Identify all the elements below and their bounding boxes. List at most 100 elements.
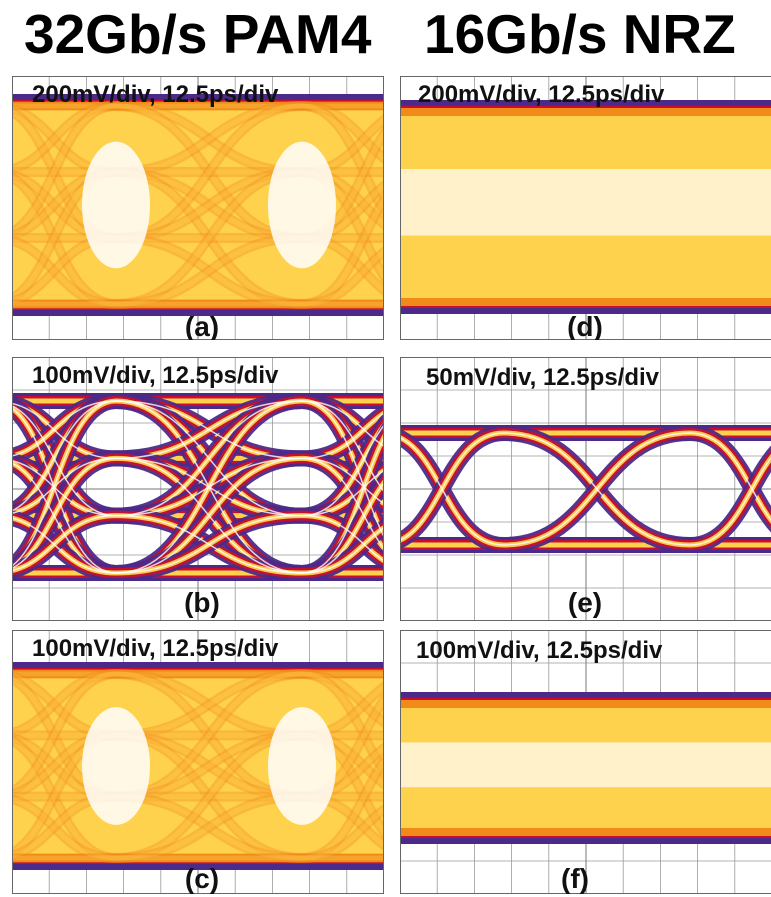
eye-trace <box>301 671 384 726</box>
eye-trace <box>301 753 384 863</box>
eye-rail <box>12 310 384 316</box>
eye-diagram-c: 100mV/div, 12.5ps/div (c) <box>12 630 384 894</box>
eye-trace <box>301 103 384 162</box>
eye-trace <box>115 669 303 741</box>
panel-scale-caption: 100mV/div, 12.5ps/div <box>32 362 279 389</box>
scope-frame <box>400 76 771 340</box>
eye-trace <box>115 235 303 307</box>
eye-diagram-d: 200mV/div, 12.5ps/div (d) <box>400 76 771 340</box>
scope-frame <box>12 76 384 340</box>
eye-trace <box>115 167 303 243</box>
eye-trace <box>115 101 303 243</box>
eye-trace <box>301 101 384 219</box>
eye-trace <box>115 103 303 241</box>
eye-traces <box>400 692 771 844</box>
eye-trace-core <box>115 400 303 574</box>
eye-trace <box>115 169 303 241</box>
eye-trace <box>301 103 384 215</box>
eye-trace-core <box>12 400 117 567</box>
eye-trace <box>115 671 303 800</box>
eye-rail <box>400 308 771 314</box>
eye-diagram-e: 50mV/div, 12.5ps/div (e) <box>400 357 771 621</box>
panel-label: (f) <box>561 863 589 894</box>
scope-grid <box>400 357 771 621</box>
eye-trace <box>115 233 303 309</box>
eye-trace <box>115 169 303 307</box>
eye-trace-core <box>689 456 771 546</box>
eye-crossing-hotspot <box>82 707 150 825</box>
eye-hot-core <box>400 169 771 236</box>
eye-trace <box>115 669 303 741</box>
scope-frame <box>12 357 384 621</box>
scope-frame <box>400 357 771 621</box>
eye-trace <box>115 167 303 309</box>
eye-rail <box>400 692 771 698</box>
eye-trace-core <box>301 435 384 574</box>
eye-trace <box>115 169 303 307</box>
eye-trace <box>12 235 117 309</box>
panel-label: (a) <box>185 311 219 340</box>
eye-traces <box>12 662 384 870</box>
eye-trace <box>301 757 384 861</box>
eye-trace <box>301 248 384 307</box>
eye-traces <box>400 100 771 314</box>
eye-crossing-hotspot <box>268 141 336 269</box>
eye-trace <box>115 669 303 802</box>
eye-trace <box>12 103 117 172</box>
eye-trace <box>115 671 303 800</box>
panel-label: (e) <box>568 587 602 618</box>
eye-diagram-a: 200mV/div, 12.5ps/div (a) <box>12 76 384 340</box>
eye-trace <box>115 235 303 307</box>
eye-rail <box>12 662 384 668</box>
eye-trace-core <box>115 514 303 574</box>
eye-trace-core <box>301 481 384 574</box>
scope-frame <box>400 630 771 894</box>
eye-trace <box>115 103 303 241</box>
eye-trace <box>301 806 384 861</box>
eye-trace <box>115 167 303 309</box>
eye-trace <box>12 671 117 736</box>
eye-trace-core <box>301 526 384 574</box>
eye-traces <box>400 425 771 553</box>
eye-traces <box>12 393 384 581</box>
scope-frame <box>12 630 384 894</box>
eye-trace <box>301 669 384 729</box>
eye-trace <box>115 730 303 802</box>
eye-trace-core <box>115 457 303 574</box>
eye-trace <box>115 169 303 241</box>
panel-label: (d) <box>567 311 603 340</box>
eye-trace <box>301 803 384 863</box>
eye-trace <box>115 730 303 863</box>
title-nrz: 16Gb/s NRZ <box>424 3 736 65</box>
panel-label: (c) <box>185 863 219 894</box>
eye-trace <box>12 238 117 307</box>
eye-trace <box>115 732 303 861</box>
eye-trace <box>115 671 303 738</box>
eye-trace-core <box>12 400 117 457</box>
eye-trace <box>12 794 117 863</box>
eye-rail <box>12 94 384 100</box>
eye-traces <box>12 94 384 316</box>
eye-trace <box>115 101 303 177</box>
eye-rail <box>400 100 771 106</box>
eye-trace <box>301 101 384 165</box>
eye-trace-core <box>503 432 691 546</box>
eye-trace <box>115 730 303 863</box>
eye-trace-core <box>301 424 384 517</box>
eye-trace-core <box>115 400 303 460</box>
panel-scale-caption: 100mV/div, 12.5ps/div <box>32 635 279 662</box>
eye-trace <box>301 195 384 307</box>
eye-trace-core <box>301 412 384 460</box>
eye-trace <box>115 732 303 861</box>
eye-trace <box>301 245 384 309</box>
panel-scale-caption: 200mV/div, 12.5ps/div <box>418 81 665 108</box>
eye-trace <box>115 101 303 177</box>
eye-trace-core <box>115 400 303 517</box>
eye-trace <box>115 732 303 800</box>
eye-trace <box>12 101 117 175</box>
eye-trace <box>115 671 303 738</box>
eye-trace <box>12 796 117 861</box>
panel-scale-caption: 100mV/div, 12.5ps/div <box>416 637 663 664</box>
eye-trace <box>115 101 303 243</box>
panel-scale-caption: 200mV/div, 12.5ps/div <box>32 81 279 108</box>
